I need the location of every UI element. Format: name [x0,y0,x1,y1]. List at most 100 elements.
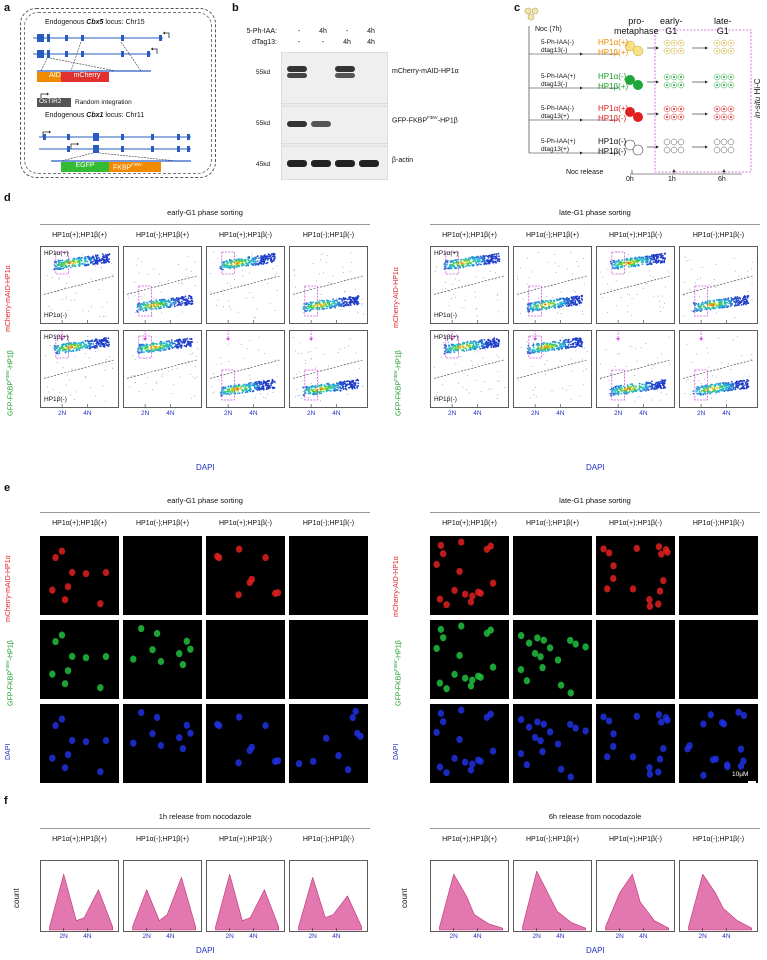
condition-genotype: HP1α(+) HP1β(-) [598,104,629,123]
blot-dtag13-label: dTag13: [252,39,277,46]
mw-marker: 55kd [256,120,271,127]
micrograph [596,536,675,615]
x-tick-2n: 2N [225,933,234,940]
micrograph [513,620,592,699]
scalebar-label: 10μM [732,771,749,778]
x-tick-4n: 4N [249,933,258,940]
panel-label-f: f [4,795,8,807]
d-col-title: HP1α(+);HP1β(+) [442,232,497,239]
d-ylabel-hp1a-right: mCherry-AID-HP1α [393,267,400,328]
gene-diagram [33,31,191,172]
flow-plot [596,246,675,324]
noc-release-label: Noc release [566,169,604,176]
x-tick-2n: 2N [223,410,233,417]
e-col-title: HP1α(-);HP1β(+) [136,520,189,527]
x-tick-2n: 2N [140,410,150,417]
gate-label: HP1β(+) [434,334,459,341]
x-tick-4n: 4N [332,410,341,417]
flow-plot [40,330,119,408]
blot-treatment-cell: - [297,39,301,46]
x-tick-2n: 2N [142,933,151,940]
aid-label: AID [49,72,61,79]
condition-genotype: HP1α(-) HP1β(+) [598,72,629,91]
gate-label: HP1β(+) [44,334,69,341]
x-tick-4n: 4N [166,410,175,417]
mcherry-label: mCherry [73,72,101,79]
x-tick-2n: 2N [308,933,317,940]
flow-plot [596,330,675,408]
panel-label-c: c [514,2,521,14]
micrograph [289,620,368,699]
micrograph [206,620,285,699]
histogram [430,860,509,932]
x-tick-2n: 2N [447,410,457,417]
micrograph [513,536,592,615]
e-col-title: HP1α(+);HP1β(+) [442,520,497,527]
f-col-title: HP1α(+);HP1β(-) [219,836,272,843]
flow-plot [679,246,758,324]
panel-label-a: a [4,2,11,14]
hic-label: in-situ Hi-C [753,78,762,118]
d-xlabel-right: DAPI [586,463,605,472]
f-col-title: HP1α(+);HP1β(+) [52,836,107,843]
micrograph [679,536,758,615]
blot-treatment-cell: - [345,28,349,35]
gate-label: HP1β(-) [44,396,67,403]
e-ylabel-hp1a-left: mCherry-mAID-HP1α [5,555,12,622]
cbx1-title: Endogenous Cbx1 locus: Chr11 [45,112,145,119]
micrograph [206,536,285,615]
histogram [596,860,675,932]
experiment-schematic [524,7,752,175]
d-col-title: HP1α(-);HP1β(-) [692,232,745,239]
f-col-title: HP1α(+);HP1β(-) [609,836,662,843]
x-tick-2n: 2N [613,410,623,417]
e-early-title: early-G1 phase sorting [167,496,243,505]
gate-label: HP1α(-) [44,312,67,319]
blot-label-actin: β-actin [392,157,414,164]
egfp-label: EGFP [75,162,95,169]
flow-plot [123,330,202,408]
x-tick-4n: 4N [83,933,92,940]
f-col-title: HP1α(-);HP1β(-) [692,836,745,843]
cbx5-title: Endogenous Cbx5 locus: Chr15 [45,19,145,26]
flow-plot [206,330,285,408]
micrograph [513,704,592,783]
blot-treatment-cell: - [297,28,301,35]
condition-treatment: 5-Ph-IAA(+) dtag13(+) [541,138,576,153]
col-late-g1: late- G1 [714,16,732,36]
flow-plot [40,246,119,324]
x-tick-4n: 4N [473,933,482,940]
random-integration-label: Random integration [75,99,132,106]
panel-label-b: b [232,2,239,14]
flow-plot [289,330,368,408]
blot-label-hp1b: GFP-FKBPF36V-HP1β [392,115,458,125]
f-col-title: HP1α(-);HP1β(+) [136,836,189,843]
panel-label-d: d [4,192,11,204]
x-tick-4n: 4N [332,933,341,940]
x-tick-2n: 2N [530,410,540,417]
x-tick-4n: 4N [556,410,565,417]
micrograph [679,704,758,783]
x-tick-4n: 4N [639,933,648,940]
d-col-title: HP1α(-);HP1β(+) [526,232,579,239]
condition-genotype: HP1α(-) HP1β(-) [598,137,627,156]
histogram [40,860,119,932]
gate-label: HP1α(+) [434,250,459,257]
time-0h: 0h [626,176,634,183]
x-tick-2n: 2N [59,933,68,940]
micrograph [596,704,675,783]
e-col-title: HP1α(+);HP1β(-) [219,520,272,527]
d-col-title: HP1α(-);HP1β(+) [136,232,189,239]
blot-treatment-cell: 4h [319,28,327,35]
flow-plot [123,246,202,324]
x-tick-2n: 2N [615,933,624,940]
e-late-title: late-G1 phase sorting [559,496,631,505]
gate-label: HP1α(-) [434,312,457,319]
micrograph [679,620,758,699]
d-col-title: HP1α(+);HP1β(-) [219,232,272,239]
scalebar [748,781,756,783]
e-col-title: HP1α(-);HP1β(-) [302,520,355,527]
e-ylabel-hp1b-right: GFP-FKBPF36V-HP1β [393,640,403,706]
micrograph [123,704,202,783]
blot-treatment-cell: 4h [367,39,375,46]
